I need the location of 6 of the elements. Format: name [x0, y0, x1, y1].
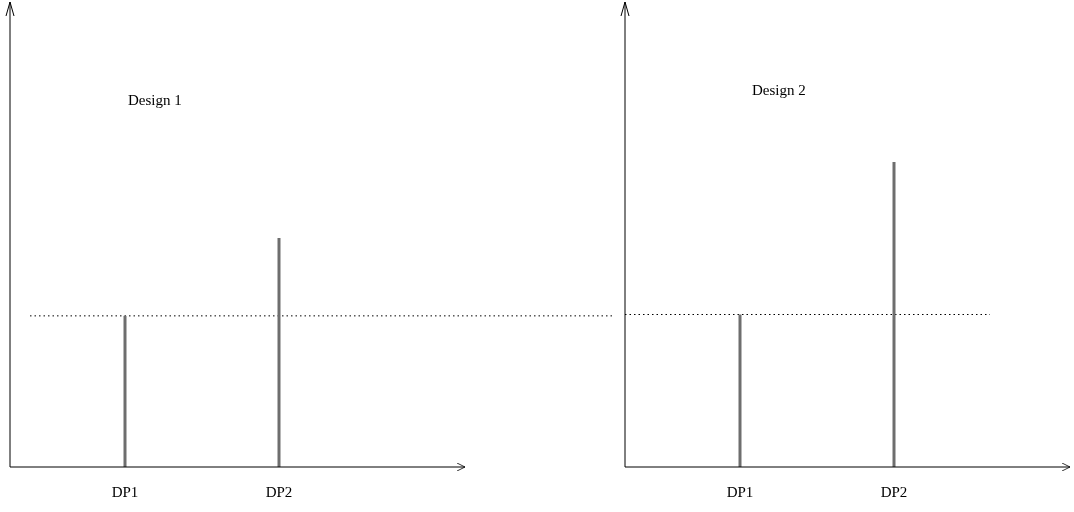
chart-title: Design 2	[752, 82, 806, 98]
x-tick-label: DP2	[880, 484, 908, 500]
chart-title: Design 1	[128, 92, 182, 108]
x-tick-label: DP1	[726, 484, 754, 500]
x-tick-label: DP2	[265, 484, 293, 500]
x-tick-label: DP1	[111, 484, 139, 500]
